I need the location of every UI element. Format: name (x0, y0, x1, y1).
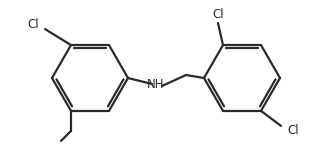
Text: Cl: Cl (287, 124, 299, 137)
Text: Cl: Cl (27, 18, 39, 31)
Text: NH: NH (147, 78, 165, 92)
Text: Cl: Cl (212, 8, 224, 21)
